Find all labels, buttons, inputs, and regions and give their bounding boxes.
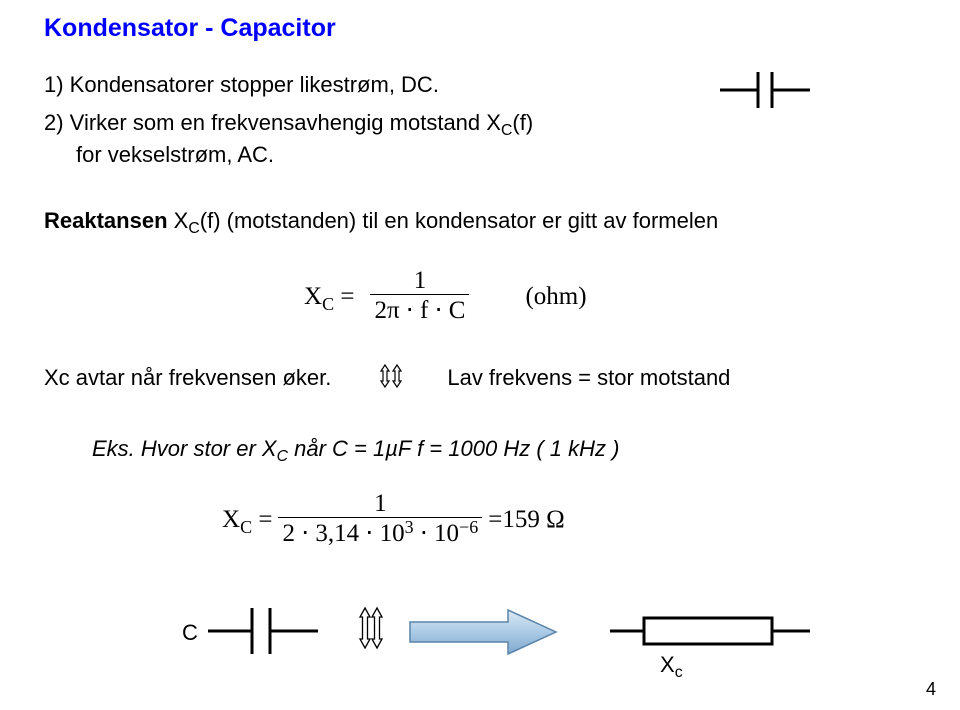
f2-den: 2 ⋅ 3,14 ⋅ 103 ⋅ 10−6 (278, 518, 482, 551)
f2-lhs: XC = (222, 506, 272, 534)
xc-arrow-line: Xc avtar når frekvensen øker. Lav frekve… (44, 361, 926, 396)
capacitor-symbol-icon (208, 604, 318, 663)
item1-text: 1) Kondensatorer stopper likestrøm, DC. (44, 72, 439, 97)
f2-den-mid: ⋅ 10 (414, 520, 459, 547)
f2-exp1: 3 (405, 517, 414, 537)
label-xc-sub: c (675, 664, 683, 681)
right-arrow-icon (408, 608, 558, 661)
double-vertical-arrow-icon-2 (356, 604, 386, 657)
f1-unit: (ohm) (525, 283, 586, 311)
example-line: Eks. Hvor stor er XC når C = 1µF f = 100… (92, 436, 926, 462)
xc-right-text: Lav frekvens = stor motstand (447, 365, 730, 391)
item2-part1: 2) Virker som en frekvensavhengig motsta… (44, 110, 501, 135)
eks-rest: når C = 1µF f = 1000 Hz ( 1 kHz ) (288, 436, 619, 461)
resistor-symbol-icon (610, 616, 810, 651)
formula1-lhs: XC = (304, 283, 354, 311)
xc-left-text: Xc avtar når frekvensen øker. (44, 365, 331, 391)
f2-result: 159 Ω (502, 506, 564, 534)
capacitor-icon (720, 66, 810, 119)
f2-X: X (222, 506, 240, 533)
reaktansen-label: Reaktansen (44, 208, 168, 233)
reaktansen-sub: C (188, 220, 199, 237)
f1-sub: C (322, 294, 334, 314)
f2-eq2: = (488, 506, 502, 534)
item2-line2: for vekselstrøm, AC. (44, 142, 274, 167)
eks-part1: Eks. Hvor stor er X (92, 436, 277, 461)
formula-xc-definition: XC = 1 2π ⋅ f ⋅ C (ohm) (44, 267, 926, 339)
reaktansen-rest1: X (168, 208, 189, 233)
formula1-fraction: 1 2π ⋅ f ⋅ C (370, 267, 469, 328)
item2-line1: 2) Virker som en frekvensavhengig motsta… (44, 110, 533, 135)
double-vertical-arrow-icon (377, 361, 405, 396)
f2-fraction: 1 2 ⋅ 3,14 ⋅ 103 ⋅ 10−6 (278, 490, 482, 551)
f1-num: 1 (410, 267, 431, 295)
eks-sub: C (277, 448, 288, 465)
label-xc: Xc (660, 652, 683, 678)
f2-den-a: 2 ⋅ 3,14 ⋅ 10 (282, 520, 404, 547)
page-title: Kondensator - Capacitor (44, 14, 926, 43)
equivalence-diagram: C (44, 598, 926, 668)
formula-xc-calculation: XC = 1 2 ⋅ 3,14 ⋅ 103 ⋅ 10−6 = 159 Ω (44, 490, 926, 562)
item2-sub: C (501, 122, 512, 139)
page-number: 4 (926, 679, 936, 700)
f2-num: 1 (370, 490, 391, 518)
item2-after: (f) (512, 110, 533, 135)
f1-den: 2π ⋅ f ⋅ C (370, 295, 469, 328)
f2-eq: = (252, 506, 272, 533)
label-xc-x: X (660, 652, 675, 677)
f1-eq: = (334, 283, 354, 310)
reaktansen-line: Reaktansen XC(f) (motstanden) til en kon… (44, 205, 926, 237)
reaktansen-rest2: (f) (motstanden) til en kondensator er g… (200, 208, 718, 233)
f1-X: X (304, 283, 322, 310)
label-c: C (182, 620, 198, 646)
f2-sub: C (240, 517, 252, 537)
f2-exp2: −6 (459, 517, 478, 537)
